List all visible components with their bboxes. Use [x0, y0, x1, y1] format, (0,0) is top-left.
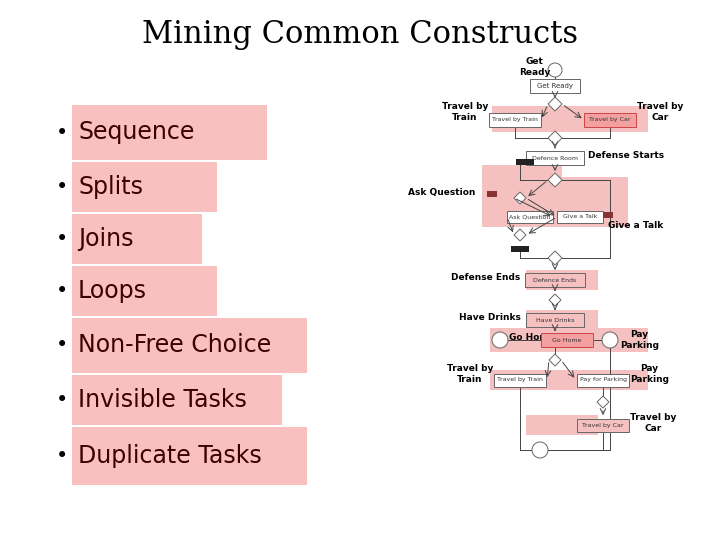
Text: •: • [56, 390, 68, 410]
Text: Travel by Car: Travel by Car [589, 118, 631, 123]
Circle shape [492, 332, 508, 348]
Bar [530, 79, 580, 93]
Bar [490, 370, 648, 390]
Text: Have Drinks: Have Drinks [536, 318, 575, 322]
Bar [492, 106, 648, 132]
Polygon shape [548, 173, 562, 187]
Text: Sequence: Sequence [78, 120, 194, 145]
Bar [507, 211, 553, 223]
Circle shape [548, 63, 562, 77]
Text: •: • [56, 281, 68, 301]
Bar [526, 151, 584, 165]
Polygon shape [514, 229, 526, 241]
Text: •: • [56, 123, 68, 143]
Polygon shape [549, 354, 561, 366]
Text: Travel by Train: Travel by Train [492, 118, 538, 123]
Bar [72, 375, 282, 425]
Text: Travel by
Car: Travel by Car [630, 413, 676, 433]
Text: Defence Ends: Defence Ends [534, 278, 577, 282]
Text: Travel by Train: Travel by Train [497, 377, 543, 382]
Bar [558, 177, 628, 227]
Bar [72, 105, 267, 160]
Polygon shape [548, 97, 562, 111]
Bar [72, 266, 217, 316]
Bar [557, 211, 603, 223]
Text: •: • [56, 446, 68, 466]
Bar [72, 214, 202, 264]
Text: Splits: Splits [78, 175, 143, 199]
Text: •: • [56, 335, 68, 355]
Bar [511, 246, 529, 252]
Bar [584, 113, 636, 127]
Text: Get Ready: Get Ready [537, 83, 573, 89]
Text: Defense Ends: Defense Ends [451, 273, 520, 282]
Bar [526, 415, 598, 435]
Bar [494, 374, 546, 387]
Bar [490, 328, 648, 352]
Bar [577, 418, 629, 431]
Text: Travel by
Car: Travel by Car [637, 102, 683, 122]
Text: Pay for Parking: Pay for Parking [580, 377, 626, 382]
Text: Duplicate Tasks: Duplicate Tasks [78, 444, 262, 468]
Bar [577, 374, 629, 387]
Bar [526, 310, 598, 330]
Bar [72, 318, 307, 373]
Text: Get
Ready: Get Ready [518, 57, 550, 77]
Bar [526, 313, 584, 327]
Text: Travel by Car: Travel by Car [582, 422, 624, 428]
Circle shape [602, 332, 618, 348]
Text: Mining Common Constructs: Mining Common Constructs [142, 19, 578, 51]
Text: Pay
Parking: Pay Parking [620, 330, 659, 350]
Polygon shape [597, 396, 609, 408]
Text: •: • [56, 177, 68, 197]
Bar [487, 191, 497, 197]
Text: Ask Question: Ask Question [408, 187, 475, 197]
Text: Have Drinks: Have Drinks [459, 314, 521, 322]
Text: •: • [56, 229, 68, 249]
Text: Ask Question: Ask Question [509, 214, 551, 219]
Text: Invisible Tasks: Invisible Tasks [78, 388, 247, 412]
Text: Pay
Parking: Pay Parking [630, 364, 669, 384]
Text: Non-Free Choice: Non-Free Choice [78, 334, 271, 357]
Bar [72, 427, 307, 485]
Text: Loops: Loops [78, 279, 147, 303]
Circle shape [532, 442, 548, 458]
Text: Go Home: Go Home [552, 338, 582, 342]
Polygon shape [514, 192, 526, 204]
Text: Joins: Joins [78, 227, 133, 251]
Text: Give a Talk: Give a Talk [563, 214, 597, 219]
Bar [603, 212, 613, 218]
Bar [525, 273, 585, 287]
Text: Defense Starts: Defense Starts [588, 152, 664, 160]
Polygon shape [549, 334, 561, 346]
Bar [541, 333, 593, 347]
Text: Give a Talk: Give a Talk [608, 220, 663, 230]
Bar [482, 165, 562, 227]
Bar [72, 162, 217, 212]
Bar [526, 270, 598, 290]
Text: Travel by
Train: Travel by Train [441, 102, 488, 122]
Text: Go Home: Go Home [509, 334, 555, 342]
Text: Travel by
Train: Travel by Train [446, 364, 493, 384]
Bar [516, 159, 534, 165]
Bar [489, 113, 541, 127]
Polygon shape [548, 131, 562, 145]
Text: Defence Room: Defence Room [532, 156, 578, 160]
Polygon shape [549, 294, 561, 306]
Polygon shape [548, 251, 562, 265]
